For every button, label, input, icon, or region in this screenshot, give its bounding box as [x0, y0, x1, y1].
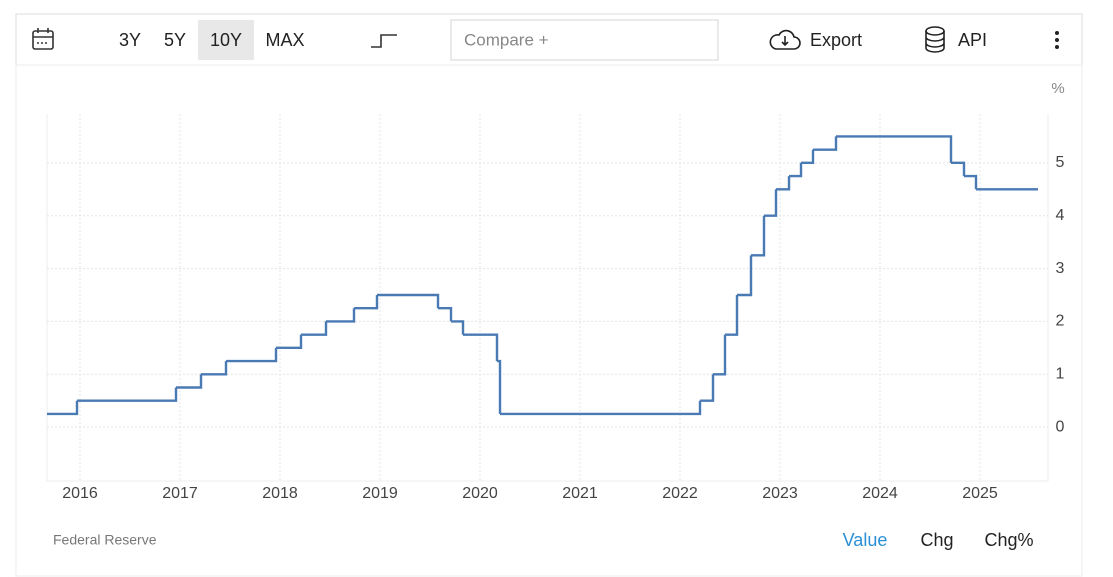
api-icon[interactable]	[925, 26, 945, 53]
plot-frame	[46, 114, 1049, 482]
export-button[interactable]: Export	[810, 30, 862, 50]
line-segment	[951, 161, 966, 177]
line-segment	[47, 400, 79, 416]
chart-panel	[15, 64, 1083, 577]
line-segment	[776, 176, 791, 191]
line-segment	[751, 215, 766, 257]
x-tick-label: 2019	[362, 485, 398, 502]
view-tab[interactable]: Chg	[920, 530, 953, 550]
line-segment	[801, 149, 815, 165]
line-segment	[176, 374, 203, 389]
chart-style-icon[interactable]	[371, 34, 397, 48]
x-tick-label: 2025	[962, 485, 998, 502]
x-tick-label: 2021	[562, 485, 598, 502]
line-segment	[725, 295, 739, 336]
range-button[interactable]: 10Y	[210, 30, 242, 50]
line-segment	[813, 136, 838, 151]
range-button[interactable]: MAX	[265, 30, 304, 50]
selected-range-bg	[198, 20, 254, 60]
x-tick-label: 2020	[462, 485, 498, 502]
y-tick-label: 2	[1056, 313, 1065, 330]
compare-input[interactable]	[450, 19, 719, 61]
y-tick-label: 4	[1056, 207, 1065, 224]
line-segment	[301, 321, 328, 336]
range-button[interactable]: 3Y	[119, 30, 141, 50]
calendar-icon[interactable]	[32, 28, 54, 50]
line-segment	[377, 293, 440, 309]
source: Federal Reserve	[53, 532, 157, 548]
x-tick-label: 2016	[62, 485, 98, 502]
line-segment	[713, 334, 727, 376]
line-segment	[326, 308, 356, 323]
line-segment	[497, 359, 502, 414]
y-tick-label: 5	[1056, 154, 1065, 171]
line-segment	[700, 374, 715, 402]
more-menu[interactable]	[1055, 31, 1059, 49]
line-segment	[500, 400, 702, 416]
line-segment	[77, 387, 178, 402]
line-segment	[836, 135, 953, 163]
y-tick-label: 0	[1056, 418, 1065, 435]
line-segment	[276, 334, 303, 350]
line-segment	[354, 295, 379, 310]
api-button[interactable]: API	[958, 30, 987, 50]
line-segment	[438, 307, 453, 322]
line-segment	[451, 320, 465, 335]
y-tick-label: 3	[1056, 260, 1065, 277]
line-segment	[964, 174, 978, 190]
x-tick-label: 2024	[862, 485, 898, 502]
line-segment	[789, 162, 803, 178]
line-segment	[226, 347, 278, 363]
line-segment	[737, 255, 753, 297]
line-segment	[201, 361, 228, 376]
unit-label: %	[1051, 80, 1064, 97]
view-tab[interactable]: Chg%	[984, 530, 1033, 550]
export-icon[interactable]	[769, 29, 801, 50]
x-tick-label: 2023	[762, 485, 798, 502]
x-tick-label: 2018	[262, 485, 298, 502]
x-tick-label: 2022	[662, 485, 698, 502]
view-tab[interactable]: Value	[843, 530, 888, 550]
compare-placeholder: Compare +	[464, 30, 549, 49]
x-tick-label: 2017	[162, 485, 198, 502]
line-segment	[463, 333, 499, 362]
y-tick-label: 1	[1056, 366, 1065, 383]
range-button[interactable]: 5Y	[164, 30, 186, 50]
line-segment	[764, 189, 778, 217]
